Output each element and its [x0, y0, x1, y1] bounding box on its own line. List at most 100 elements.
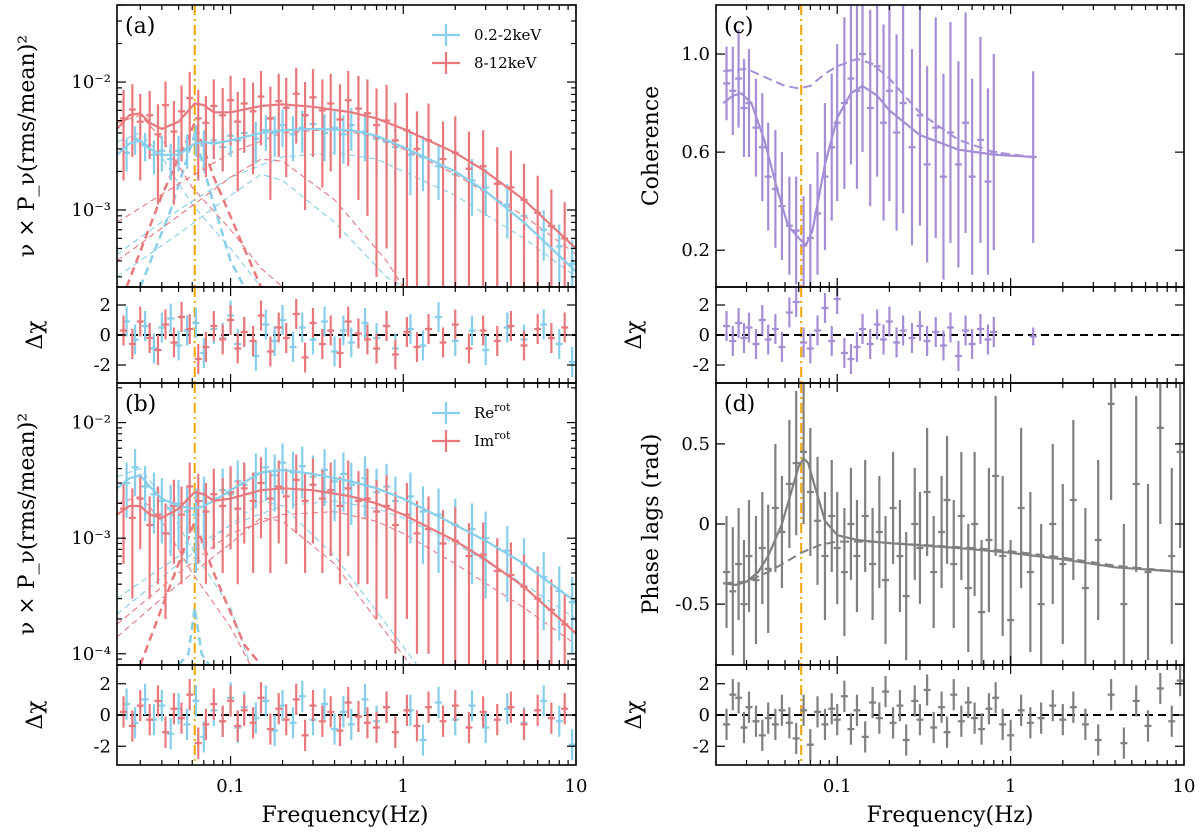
data-point [419, 330, 427, 361]
data-point [192, 308, 200, 338]
data-point [336, 338, 344, 368]
data-point [847, 467, 855, 581]
data-point [899, 5, 907, 214]
data-point [413, 500, 421, 654]
data-point [344, 70, 352, 167]
data-point [923, 326, 931, 356]
data-point [916, 5, 924, 226]
data-point [435, 145, 443, 200]
x-axis-label-left: Frequency(Hz) [262, 803, 429, 828]
data-point [162, 309, 170, 340]
data-point [916, 491, 924, 605]
data-point [792, 176, 800, 285]
data-point [363, 79, 371, 216]
data-point [202, 95, 210, 178]
data-point [735, 308, 743, 338]
data-point [771, 708, 779, 740]
data-point [930, 515, 938, 629]
data-point [792, 287, 800, 317]
data-point [916, 704, 924, 736]
data-point [861, 459, 869, 573]
data-point [339, 452, 347, 512]
data-point [234, 710, 242, 742]
model-component-b-1-2 [117, 517, 411, 665]
data-point [170, 101, 178, 205]
data-point [507, 542, 515, 665]
data-point [425, 496, 433, 654]
data-point [183, 708, 191, 740]
data-point [403, 694, 411, 726]
model-component-b-1-3 [117, 511, 576, 646]
model-component-b-0-1 [177, 607, 211, 665]
data-point [984, 324, 992, 355]
data-point [282, 77, 290, 178]
model-component-a-0-3 [117, 152, 576, 278]
data-point [162, 503, 170, 619]
data-point [271, 116, 279, 157]
data-point [893, 327, 901, 358]
svg-text:8-12keV: 8-12keV [474, 54, 538, 72]
axes-frame [116, 4, 577, 288]
data-point [413, 332, 421, 362]
data-point [547, 323, 555, 353]
y-tick-label: 1.0 [681, 44, 710, 65]
y-axis-label: ν × P_ν(rms/mean)² [15, 35, 40, 257]
data-point [540, 551, 548, 631]
y-tick-label: 0 [699, 514, 710, 535]
data-point [1081, 708, 1089, 740]
x-tick-label: 0.1 [823, 776, 852, 797]
data-point [992, 682, 1000, 714]
data-point [1029, 327, 1037, 346]
data-point [740, 711, 748, 744]
data-point [752, 515, 760, 645]
y-axis-label: Δχ [23, 700, 48, 729]
data-point [249, 707, 257, 739]
data-point [257, 457, 265, 539]
data-point [373, 479, 381, 619]
data-point [249, 326, 257, 356]
data-point [266, 336, 274, 367]
plot-area-d [723, 383, 1184, 665]
data-point [957, 705, 965, 737]
legend-entry: 8-12keV [432, 52, 538, 74]
svg-text:0.2-2keV: 0.2-2keV [474, 26, 542, 44]
data-point [752, 78, 760, 177]
y-tick-label: 0 [100, 325, 111, 346]
data-point [885, 306, 893, 337]
data-point [971, 702, 979, 734]
data-point [331, 713, 339, 745]
data-point [957, 451, 965, 581]
data-point [978, 540, 986, 665]
data-point [158, 312, 166, 343]
data-point [873, 5, 881, 177]
data-point [520, 330, 528, 361]
model-line-dashed-d [723, 540, 1184, 585]
data-point [873, 309, 881, 340]
data-point [120, 315, 128, 346]
data-point [482, 335, 490, 365]
model-component-a-1-1 [125, 119, 263, 287]
data-point [271, 454, 279, 512]
data-point [178, 702, 186, 734]
data-point [840, 680, 848, 712]
data-point [866, 329, 874, 359]
data-point [735, 29, 743, 128]
data-point [908, 49, 916, 246]
data-point [136, 306, 144, 337]
data-point [301, 719, 309, 751]
data-point [866, 9, 874, 207]
y-axis-label: Δχ [622, 320, 647, 349]
y-tick-label: 10⁻² [71, 72, 111, 93]
data-point [468, 315, 476, 346]
data-point [1094, 459, 1102, 621]
data-point [568, 347, 576, 377]
data-point [568, 577, 576, 654]
data-point [833, 44, 841, 202]
data-point [507, 691, 515, 723]
data-point [778, 332, 786, 362]
data-point [821, 708, 829, 740]
data-point [289, 707, 297, 739]
y-tick-label: 10⁻³ [71, 528, 111, 549]
plot-area-b_res [117, 665, 576, 765]
data-point [354, 318, 362, 349]
